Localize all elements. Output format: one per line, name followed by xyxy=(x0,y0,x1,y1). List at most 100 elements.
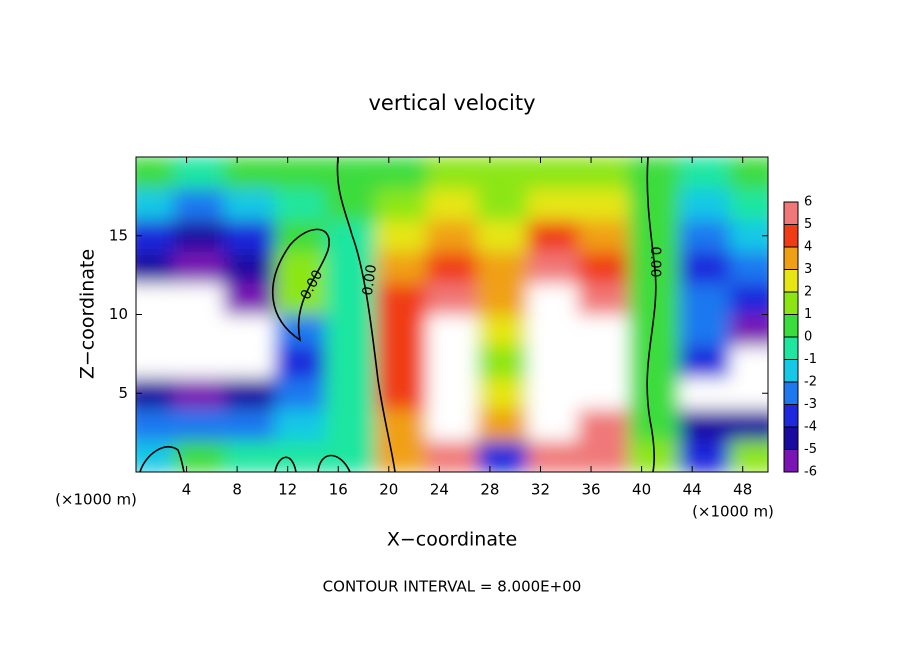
contour-line xyxy=(646,157,657,472)
colorbar-swatch xyxy=(784,404,798,427)
field-cell xyxy=(426,345,478,378)
field-cell xyxy=(577,282,630,315)
x-tick-label: 24 xyxy=(430,481,449,499)
field-cell xyxy=(426,219,478,252)
field-cell xyxy=(223,282,276,315)
y-tick-label: 10 xyxy=(109,305,128,323)
field-cell xyxy=(577,377,630,410)
colorbar-tick-label: -2 xyxy=(804,375,817,390)
field-cell xyxy=(577,314,630,347)
x-unit-label: (×1000 m) xyxy=(55,491,137,509)
field-cell xyxy=(173,282,225,315)
field-cell xyxy=(223,188,276,221)
x-tick-label: 12 xyxy=(278,481,297,499)
field-cell xyxy=(729,219,768,252)
field-cell xyxy=(729,345,768,378)
field-cell xyxy=(136,219,175,252)
field-cell xyxy=(628,345,681,378)
contour-line xyxy=(336,157,396,472)
field-cell xyxy=(527,282,579,315)
field-cell xyxy=(476,345,529,378)
field-cell xyxy=(136,157,175,189)
field-cell xyxy=(136,251,175,284)
field-cell xyxy=(679,408,731,441)
field-cell xyxy=(577,345,630,378)
x-tick-label: 8 xyxy=(232,481,242,499)
field-cell xyxy=(426,157,478,189)
colorbar-tick-label: 0 xyxy=(804,330,812,345)
colorbar-tick-label: -5 xyxy=(804,442,817,457)
colorbar-tick-label: -1 xyxy=(804,352,817,367)
field-cell xyxy=(325,157,377,189)
colorbar-swatch xyxy=(784,269,798,292)
field-cell xyxy=(476,408,529,441)
field-cell xyxy=(527,219,579,252)
field-cell xyxy=(527,251,579,284)
field-cell xyxy=(325,219,377,252)
field-cell xyxy=(375,219,428,252)
field-cell xyxy=(173,157,225,189)
y-axis-label: Z−coordinate xyxy=(77,249,99,379)
colorbar-swatch xyxy=(784,337,798,360)
field-cell xyxy=(325,408,377,441)
field-cell xyxy=(375,440,428,472)
field-cell xyxy=(527,345,579,378)
field-cell xyxy=(679,219,731,252)
field-cell xyxy=(223,157,276,189)
footer: CONTOUR INTERVAL = 8.000E+00 xyxy=(323,578,582,596)
field-cell xyxy=(136,314,175,347)
field-cell xyxy=(173,408,225,441)
field-cell xyxy=(325,314,377,347)
field-cell xyxy=(223,377,276,410)
field-cell xyxy=(476,251,529,284)
field-cell xyxy=(476,157,529,189)
field-cell xyxy=(729,377,768,410)
field-cell xyxy=(628,408,681,441)
field-cell xyxy=(476,440,529,472)
contour-line xyxy=(272,228,330,342)
contour-line xyxy=(317,454,351,472)
field-cell xyxy=(173,251,225,284)
field-cell xyxy=(679,282,731,315)
x-tick-label: 28 xyxy=(480,481,499,499)
field-cells xyxy=(136,157,768,472)
field-cell xyxy=(527,377,579,410)
field-cell xyxy=(173,345,225,378)
field-cell xyxy=(223,251,276,284)
field-cell xyxy=(173,440,225,472)
field-cell xyxy=(325,345,377,378)
field-cell xyxy=(223,440,276,472)
field-cell xyxy=(426,314,478,347)
field-cell xyxy=(628,188,681,221)
contour-label: 0.00 xyxy=(360,263,380,296)
field-cell xyxy=(577,188,630,221)
field-cell xyxy=(679,440,731,472)
colorbar-swatch xyxy=(784,247,798,270)
field-cell xyxy=(274,440,327,472)
field-cell xyxy=(274,345,327,378)
field-cell xyxy=(426,188,478,221)
field-cell xyxy=(527,440,579,472)
field-cell xyxy=(527,157,579,189)
field-cell xyxy=(476,282,529,315)
field-cell xyxy=(729,440,768,472)
x-tick-label: 32 xyxy=(531,481,550,499)
field-cell xyxy=(426,377,478,410)
colorbar-swatch xyxy=(784,382,798,405)
field-cell xyxy=(173,188,225,221)
field-cell xyxy=(325,188,377,221)
field-cell xyxy=(375,345,428,378)
field-cell xyxy=(729,251,768,284)
colorbar-swatch xyxy=(784,314,798,337)
field-cell xyxy=(375,157,428,189)
field-cell xyxy=(274,377,327,410)
colorbar-tick-label: -6 xyxy=(804,465,817,480)
y-tick-label: 5 xyxy=(118,384,128,402)
field-cell xyxy=(274,314,327,347)
colorbar-tick-label: 2 xyxy=(804,285,812,300)
field-cell xyxy=(375,377,428,410)
field-cell xyxy=(628,157,681,189)
field-cell xyxy=(223,408,276,441)
x-axis-label: X−coordinate xyxy=(387,529,517,551)
